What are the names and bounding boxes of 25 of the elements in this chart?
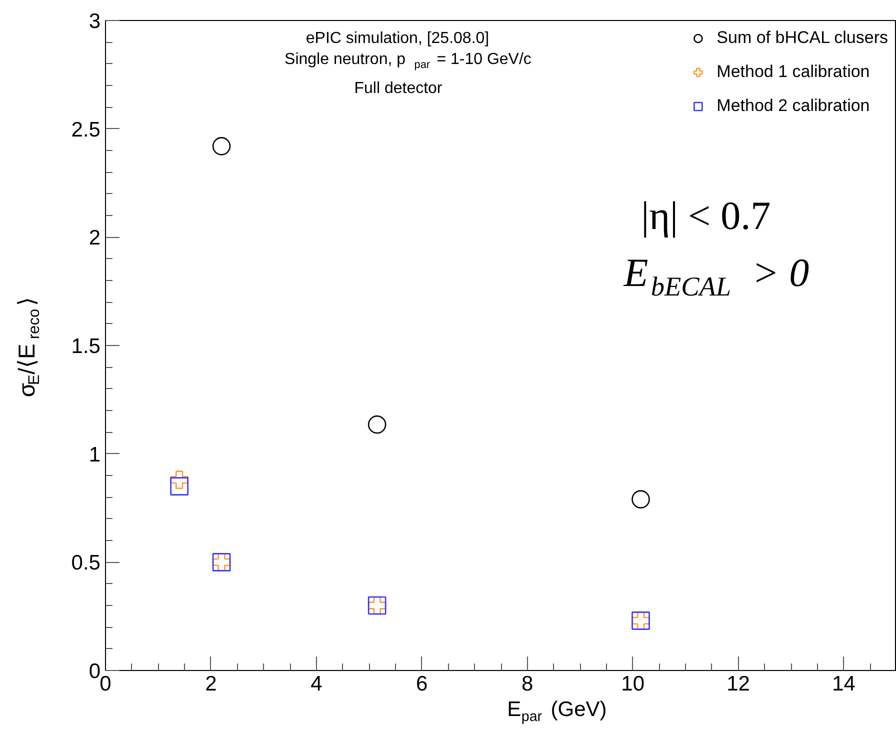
- x-tick-label: 12: [726, 672, 750, 696]
- annotation: ePIC simulation, [25.08.0]: [306, 30, 490, 47]
- legend-label: Sum of bHCAL clusers: [716, 28, 888, 48]
- y-tick-label: 1: [88, 443, 101, 466]
- point: [632, 490, 650, 508]
- point: [170, 470, 188, 489]
- y-tick-label: 0.5: [71, 552, 101, 575]
- x-tick-label: 10: [621, 672, 645, 696]
- y-axis-title: σE/⟨Ereco⟩: [14, 297, 44, 398]
- point: [368, 415, 386, 434]
- annotation: Full detector: [354, 80, 443, 97]
- x-tick-label: 4: [310, 672, 323, 696]
- y-tick-label: 2.5: [71, 118, 101, 142]
- point: [170, 477, 188, 496]
- legend-label: Method 1 calibration: [716, 62, 870, 82]
- y-tick-label: 3: [88, 10, 101, 33]
- x-tick-label: 6: [416, 672, 428, 696]
- annotation: |η| < 0.7: [641, 193, 771, 238]
- x-tick-label: 14: [832, 672, 856, 696]
- x-tick-label: 2: [205, 672, 217, 696]
- legend-label: Method 2 calibration: [716, 96, 870, 116]
- y-tick-label: 2: [88, 226, 101, 250]
- point: [212, 137, 231, 156]
- x-tick-label: 8: [522, 672, 534, 696]
- y-tick-label: 1.5: [71, 335, 101, 358]
